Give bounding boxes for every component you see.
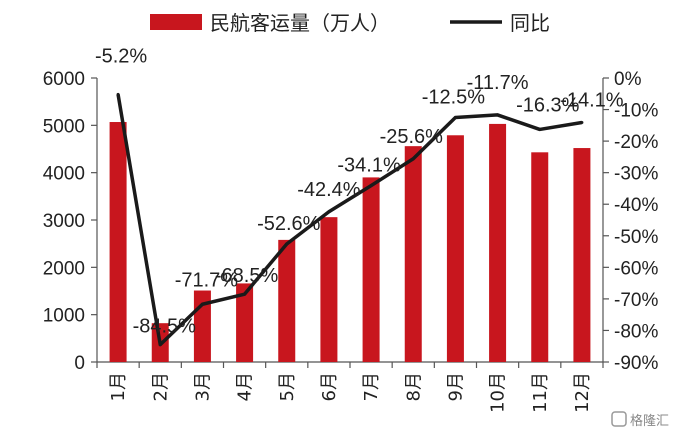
- line-point: [158, 343, 162, 347]
- line-point: [496, 113, 500, 117]
- legend-bar-swatch: [150, 14, 202, 30]
- yoy-data-label: -42.4%: [297, 179, 361, 201]
- y-right-tick-label: -80%: [614, 321, 658, 342]
- y-left-tick-label: 6000: [43, 69, 85, 90]
- yoy-data-label: -84.5%: [133, 316, 197, 338]
- y-right-tick-label: 0%: [614, 69, 642, 90]
- x-tick-label: 11月: [530, 372, 551, 413]
- yoy-line: [116, 94, 583, 347]
- y-left-tick-label: 4000: [43, 164, 85, 185]
- x-tick-label: 1月: [108, 372, 129, 401]
- bar: [446, 135, 464, 362]
- yoy-data-label: -71.7%: [175, 269, 239, 291]
- bar: [362, 177, 380, 362]
- yoy-data-label: -14.1%: [560, 89, 624, 111]
- axes: 0 1000 2000 3000 4000 5000 6000 0% -10% -20% -30% -…: [43, 69, 659, 413]
- x-tick-label: 8月: [403, 372, 424, 401]
- legend-bar-label: 民航客运量（万人）: [210, 11, 390, 35]
- bar: [531, 152, 549, 362]
- bar: [320, 217, 338, 362]
- bar: [278, 239, 296, 362]
- y-left-tick-label: 1000: [43, 306, 85, 327]
- y-right-tick-label: -30%: [614, 164, 658, 185]
- x-tick-label: 4月: [235, 372, 256, 401]
- line-point: [369, 184, 373, 188]
- yoy-data-label: -5.2%: [95, 45, 147, 67]
- line-point: [200, 302, 204, 306]
- y-left-tick-label: 5000: [43, 116, 85, 137]
- line-series: [116, 92, 584, 347]
- line-point: [580, 120, 584, 124]
- x-tick-label: 6月: [319, 372, 340, 401]
- bar: [236, 283, 254, 362]
- watermark: 格隆汇: [611, 411, 669, 429]
- bar: [489, 123, 507, 362]
- y-right-tick-label: -20%: [614, 132, 658, 153]
- yoy-data-label: -11.7%: [467, 72, 529, 94]
- watermark-icon: [611, 411, 627, 427]
- watermark-text: 格隆汇: [630, 413, 669, 429]
- line-point: [411, 157, 415, 161]
- line-point: [327, 210, 331, 214]
- line-point: [538, 127, 542, 131]
- x-tick-label: 2月: [150, 372, 171, 401]
- yoy-data-label: -52.6%: [257, 213, 321, 235]
- yoy-data-label: -68.5%: [215, 265, 279, 287]
- yoy-data-label: -34.1%: [337, 155, 401, 177]
- line-point: [285, 242, 289, 246]
- y-right-tick-label: -70%: [614, 290, 658, 311]
- data-labels: -5.2% -84.5% -71.7%-68.5% -52.6% -42.4%-34.1…: [95, 45, 624, 337]
- x-tick-label: 7月: [361, 372, 382, 401]
- x-tick-label: 9月: [445, 372, 466, 401]
- line-point: [116, 92, 120, 96]
- bar: [573, 148, 591, 362]
- yoy-data-label: -16.3%: [516, 94, 580, 116]
- line-point: [453, 115, 457, 119]
- bar: [109, 122, 127, 363]
- y-right-tick-label: -10%: [614, 101, 658, 122]
- y-right-tick-label: -90%: [614, 353, 658, 374]
- y-right-tick-label: -60%: [614, 258, 658, 279]
- x-tick-label: 10月: [488, 372, 509, 413]
- y-left-tick-label: 3000: [43, 211, 85, 232]
- y-left-tick-label: 0: [74, 353, 85, 374]
- line-point: [243, 292, 247, 296]
- y-right-tick-label: -40%: [614, 195, 658, 216]
- bar-series: [109, 122, 591, 363]
- x-tick-label: 3月: [192, 372, 213, 401]
- yoy-data-label: -25.6%: [380, 126, 444, 148]
- yoy-data-label: -12.5%: [422, 86, 486, 108]
- y-right-tick-label: -50%: [614, 227, 658, 248]
- x-tick-label: 5月: [277, 372, 298, 401]
- legend-line-label: 同比: [510, 11, 550, 35]
- x-tick-label: 12月: [572, 372, 593, 413]
- legend: 民航客运量（万人） 同比: [150, 11, 550, 35]
- bar: [404, 146, 422, 362]
- y-left-tick-label: 2000: [43, 258, 85, 279]
